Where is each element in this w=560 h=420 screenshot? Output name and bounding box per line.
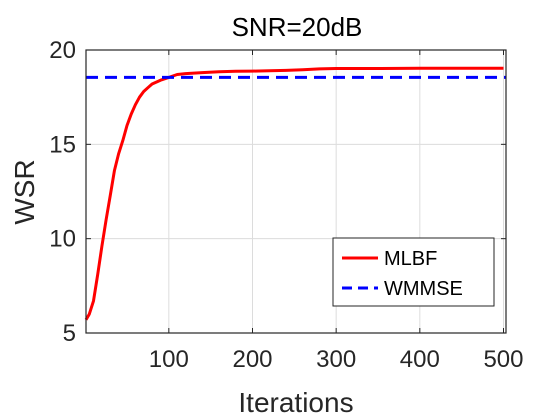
axes-box [85, 49, 507, 334]
y-tick-label: 5 [63, 320, 76, 347]
y-tick-label: 15 [49, 131, 76, 158]
y-tick-label: 20 [49, 37, 76, 64]
x-axis-label: Iterations [238, 387, 353, 418]
legend-label-wmmse: WMMSE [384, 278, 463, 300]
legend: MLBF WMMSE [332, 237, 495, 307]
plot-series [84, 66, 506, 321]
series-mlbf-line [84, 66, 504, 321]
legend-label-mlbf: MLBF [384, 248, 437, 270]
x-tick-label: 200 [232, 346, 272, 373]
y-tick-label: 10 [49, 226, 76, 253]
x-tick-label: 400 [400, 346, 440, 373]
y-axis-label: WSR [9, 159, 40, 224]
x-tick-label: 300 [316, 346, 356, 373]
x-tick-label: 100 [149, 346, 189, 373]
x-tick-label: 500 [483, 346, 523, 373]
axis-ticks: 100 200 300 400 500 5 10 15 20 [49, 37, 523, 373]
chart-title: SNR=20dB [232, 12, 363, 42]
legend-box [332, 237, 495, 307]
